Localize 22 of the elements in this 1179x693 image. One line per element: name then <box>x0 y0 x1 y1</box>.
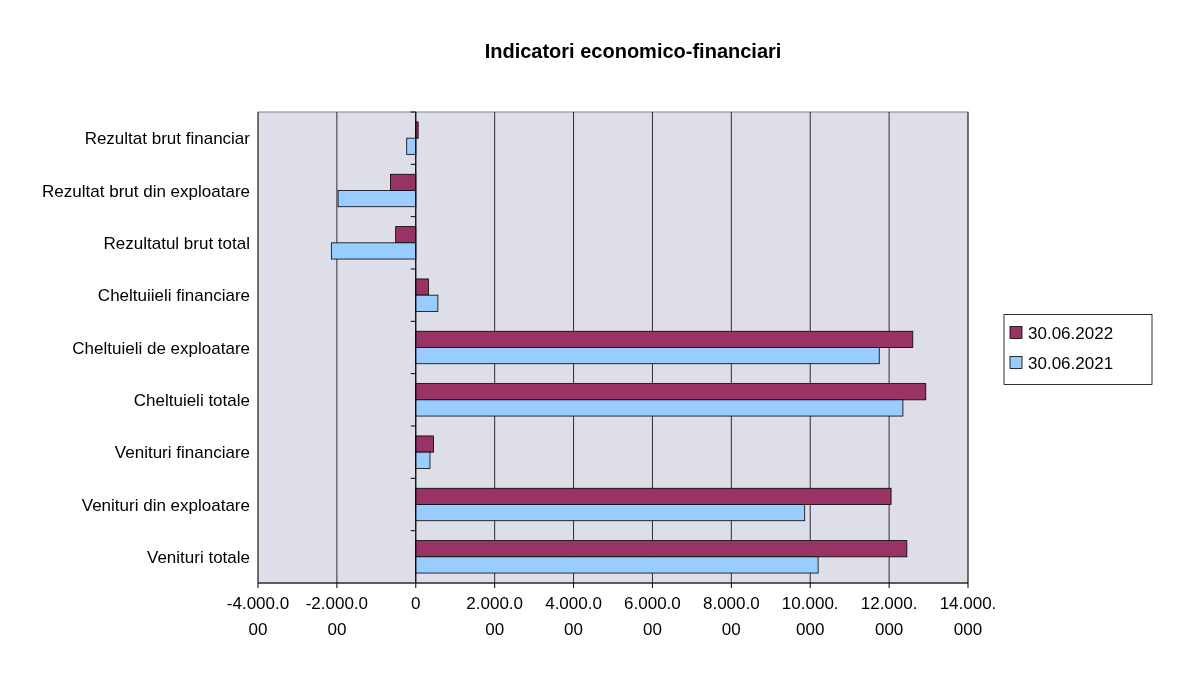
y-tick-label: Cheltuiieli financiare <box>97 286 250 306</box>
x-tick-label: 10.000.000 <box>781 594 839 639</box>
x-tick-label: 14.000.000 <box>939 594 997 639</box>
chart-title: Indicatori economico-financiari <box>484 40 782 62</box>
y-tick-label: Venituri totale <box>146 547 250 567</box>
y-tick-label: Rezultatul brut total <box>103 233 250 253</box>
x-tick-label: 0 <box>411 594 421 613</box>
y-tick-label: Cheltuieli totale <box>133 390 250 410</box>
y-tick-label: Cheltuieli de exploatare <box>72 338 250 358</box>
x-tick-label: -4.000.000 <box>226 594 290 639</box>
y-tick-label: Venituri financiare <box>114 443 250 463</box>
y-tick-label: Rezultat brut financiar <box>84 129 251 149</box>
legend-label: 30.06.2021 <box>1028 353 1114 373</box>
x-tick-label: 4.000.000 <box>545 594 602 639</box>
x-tick-label: 6.000.000 <box>624 594 681 639</box>
x-tick-label: -2.000.000 <box>305 594 369 639</box>
y-tick-label: Venituri din exploatare <box>81 495 250 515</box>
legend-label: 30.06.2022 <box>1028 323 1114 343</box>
y-tick-label: Rezultat brut din exploatare <box>42 181 250 201</box>
x-tick-label: 8.000.000 <box>702 594 760 639</box>
x-tick-label: 2.000.000 <box>466 594 524 639</box>
x-tick-label: 12.000.000 <box>860 594 918 639</box>
